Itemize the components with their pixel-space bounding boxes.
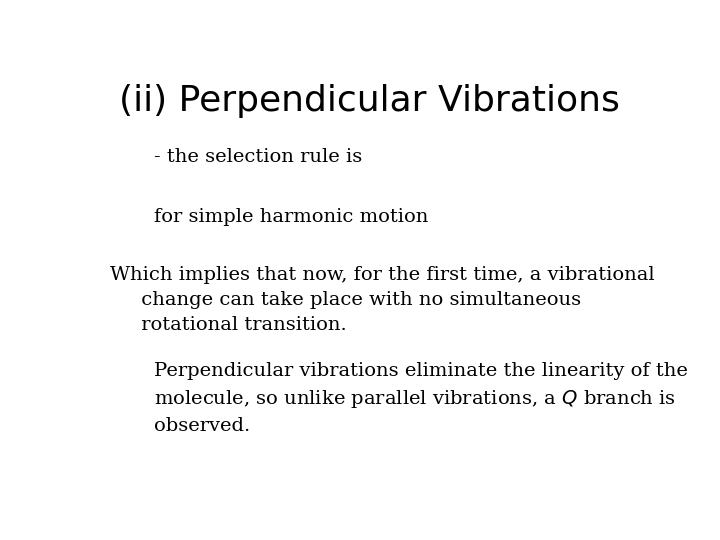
Text: for simple harmonic motion: for simple harmonic motion: [154, 208, 428, 226]
Text: (ii) Perpendicular Vibrations: (ii) Perpendicular Vibrations: [119, 84, 619, 118]
Text: Perpendicular vibrations eliminate the linearity of the
molecule, so unlike para: Perpendicular vibrations eliminate the l…: [154, 362, 688, 435]
Text: Which implies that now, for the first time, a vibrational
     change can take p: Which implies that now, for the first ti…: [109, 266, 654, 334]
Text: - the selection rule is: - the selection rule is: [154, 148, 362, 166]
